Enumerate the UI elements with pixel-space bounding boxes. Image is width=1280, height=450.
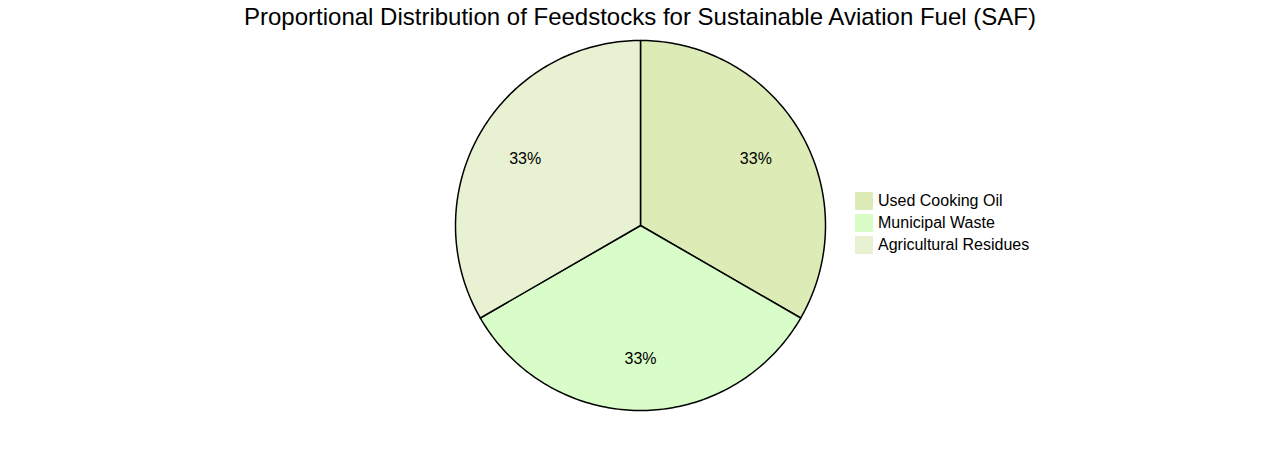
svg-text:33%: 33% xyxy=(624,350,656,367)
svg-text:33%: 33% xyxy=(509,150,541,167)
svg-text:33%: 33% xyxy=(740,150,772,167)
html-text:Agricultural Residues: Agricultural Residues xyxy=(878,236,1030,253)
html-text:Proportional Distribution of F: Proportional Distribution of Feedstocks … xyxy=(244,3,1036,30)
html-text:Used Cooking Oil: Used Cooking Oil xyxy=(878,192,1003,209)
html-text:Municipal Waste: Municipal Waste xyxy=(878,214,995,231)
